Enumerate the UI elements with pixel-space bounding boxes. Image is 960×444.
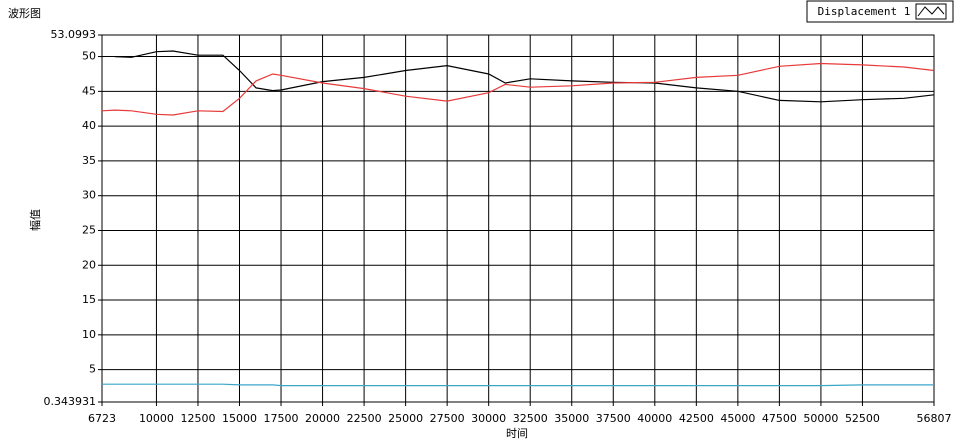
x-tick-label: 20000 xyxy=(305,412,340,425)
legend-swatch xyxy=(917,6,945,17)
x-tick-label: 12500 xyxy=(180,412,215,425)
chart-title: 波形图 xyxy=(8,7,41,20)
y-tick-label: 40 xyxy=(82,119,96,132)
x-tick-label: 25000 xyxy=(388,412,423,425)
y-tick-label: 30 xyxy=(82,189,96,202)
legend-label: Displacement 1 xyxy=(818,5,911,18)
series-line xyxy=(102,383,934,387)
y-tick-label: 25 xyxy=(82,223,96,236)
x-tick-label: 56807 xyxy=(917,412,952,425)
x-tick-label: 47500 xyxy=(762,412,797,425)
series-line xyxy=(101,62,935,116)
x-tick-label: 45000 xyxy=(720,412,755,425)
x-tick-label: 10000 xyxy=(139,412,174,425)
x-tick-label: 17500 xyxy=(264,412,299,425)
y-axis-label: 幅值 xyxy=(29,209,42,231)
x-tick-label: 50000 xyxy=(803,412,838,425)
y-tick-label: 5 xyxy=(89,363,96,376)
x-tick-label: 15000 xyxy=(222,412,257,425)
y-tick-label: 50 xyxy=(82,50,96,63)
x-axis-label: 时间 xyxy=(506,427,528,440)
y-tick-label: 45 xyxy=(82,84,96,97)
x-tick-label: 37500 xyxy=(596,412,631,425)
y-tick-label: 10 xyxy=(82,328,96,341)
y-tick-label: 20 xyxy=(82,258,96,271)
y-tick-label: 53.0993 xyxy=(51,28,97,41)
x-tick-label: 35000 xyxy=(554,412,589,425)
y-tick-label: 35 xyxy=(82,154,96,167)
x-tick-label: 30000 xyxy=(471,412,506,425)
x-tick-label: 52500 xyxy=(845,412,880,425)
series-line xyxy=(114,50,935,103)
x-tick-label: 27500 xyxy=(430,412,465,425)
x-tick-label: 32500 xyxy=(513,412,548,425)
plot-area xyxy=(101,34,935,403)
x-tick-label: 40000 xyxy=(637,412,672,425)
x-tick-label: 42500 xyxy=(679,412,714,425)
y-tick-label: 15 xyxy=(82,293,96,306)
x-tick-label: 22500 xyxy=(347,412,382,425)
x-tick-label: 6723 xyxy=(88,412,116,425)
y-tick-label: 0.343931 xyxy=(44,395,97,408)
